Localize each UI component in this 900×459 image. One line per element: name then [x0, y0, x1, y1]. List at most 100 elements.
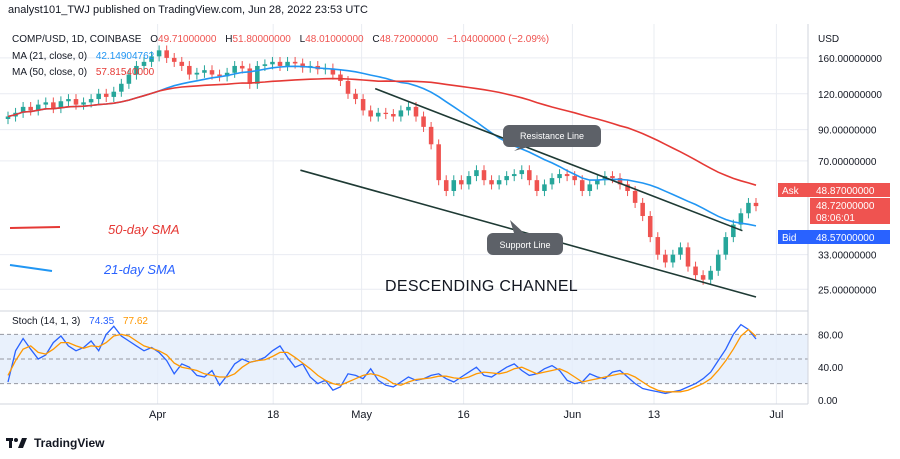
open-label: O	[150, 34, 158, 45]
close-value: 48.72000000	[380, 34, 439, 45]
candle-body	[330, 68, 336, 75]
candle-body	[255, 65, 260, 84]
candle-body	[610, 176, 615, 179]
candle-body	[708, 270, 713, 280]
candle-body	[731, 224, 736, 238]
candle-body	[443, 180, 449, 191]
candle-body	[217, 74, 222, 77]
candle-body	[406, 106, 411, 111]
ma50-legend: MA (50, close, 0) 57.81540000	[12, 67, 155, 78]
support-callout-bubble	[487, 233, 563, 255]
high-label: H	[225, 34, 232, 45]
ma50-label: MA (50, close, 0)	[12, 67, 87, 78]
footer[interactable]: TradingView	[6, 436, 104, 450]
close-label: C	[372, 34, 379, 45]
candle-body	[549, 178, 555, 185]
last-price-tag: 48.72000000 08:06:01	[810, 198, 890, 224]
low-value: 48.01000000	[305, 34, 364, 45]
price-tick-label: 25.00000000	[818, 285, 877, 296]
candle-body	[126, 74, 132, 84]
time-tick-label: Jul	[769, 409, 783, 421]
candle-body	[232, 65, 237, 73]
price-tick-label: 120.00000000	[818, 90, 882, 101]
candle-body	[519, 170, 525, 175]
candle-body	[156, 50, 162, 57]
candle-body	[436, 144, 441, 181]
candle-body	[640, 202, 645, 217]
ask-tag-label: Ask	[782, 186, 800, 197]
candle-body	[209, 70, 215, 75]
candle-body	[202, 70, 207, 73]
candle-body	[81, 102, 86, 105]
candle-body	[451, 180, 457, 191]
candle-body	[66, 99, 71, 102]
candle-body	[678, 247, 683, 255]
candle-body	[738, 213, 744, 225]
candle-body	[481, 170, 487, 181]
stoch-band	[0, 333, 808, 385]
annotations: Resistance Line Support Line 50-day SMA …	[9, 125, 601, 295]
low-label: L	[300, 34, 306, 45]
stoch-ticks: 80.00 40.00 0.00	[818, 330, 843, 407]
candle-body	[496, 180, 502, 185]
candle-body	[149, 56, 154, 62]
candle-body	[466, 176, 472, 185]
candle-body	[353, 93, 358, 100]
candle-body	[51, 102, 56, 109]
candle-body	[753, 202, 759, 207]
candle-body	[459, 180, 464, 185]
candle-body	[670, 254, 676, 263]
time-tick-label: May	[351, 409, 372, 421]
sma21-label: 21-day SMA	[103, 262, 176, 277]
candle-body	[723, 237, 729, 255]
candle-body	[700, 275, 706, 280]
stoch-d-value: 77.62	[123, 316, 148, 327]
candle-body	[28, 106, 33, 111]
price-tick-label: 70.00000000	[818, 157, 877, 168]
candle-body	[262, 64, 268, 66]
candle-body	[164, 50, 169, 58]
candle-body	[421, 116, 426, 127]
candle-body	[579, 180, 585, 191]
candle-body	[360, 99, 366, 111]
candle-body	[595, 180, 600, 185]
ask-tag-value: 48.87000000	[816, 186, 875, 197]
candle-body	[43, 102, 49, 105]
candle-body	[413, 106, 419, 117]
footer-brand: TradingView	[34, 436, 105, 450]
legend: COMP/USD, 1D, COINBASE O49.71000000 H51.…	[12, 34, 549, 327]
candle-body	[239, 65, 245, 69]
candle-body	[179, 61, 185, 66]
candle-body	[292, 61, 298, 64]
candle-body	[171, 57, 177, 62]
bid-tag-value: 48.57000000	[816, 233, 875, 244]
candle-body	[224, 72, 230, 77]
countdown-value: 08:06:01	[816, 213, 855, 224]
candle-body	[564, 174, 570, 177]
candle-body	[511, 174, 517, 177]
candle-body	[20, 106, 26, 113]
price-tick-label: 90.00000000	[818, 126, 877, 137]
resistance-callout[interactable]: Resistance Line	[503, 125, 601, 151]
last-price-tag-bg	[810, 198, 890, 224]
ask-tag: Ask 48.87000000	[778, 183, 890, 197]
support-callout-text: Support Line	[499, 240, 550, 250]
candle-body	[655, 237, 661, 255]
candle-body	[375, 112, 381, 117]
candle-body	[96, 93, 101, 100]
support-callout[interactable]: Support Line	[487, 220, 563, 255]
axes: USD 160.00000000 120.00000000 90.00000000 7…	[0, 24, 890, 421]
sma50-marker	[9, 226, 61, 229]
candle-body	[141, 61, 147, 66]
candle-body	[746, 202, 751, 214]
candle-body	[398, 110, 404, 117]
candle-body	[715, 254, 721, 271]
candle-body	[542, 184, 547, 191]
time-tick-label: Jun	[564, 409, 582, 421]
candle-body	[35, 104, 41, 111]
candle-body	[647, 216, 653, 238]
bid-tag-bg	[778, 230, 890, 244]
candle-body	[383, 112, 389, 115]
resistance-callout-pointer	[514, 147, 528, 151]
